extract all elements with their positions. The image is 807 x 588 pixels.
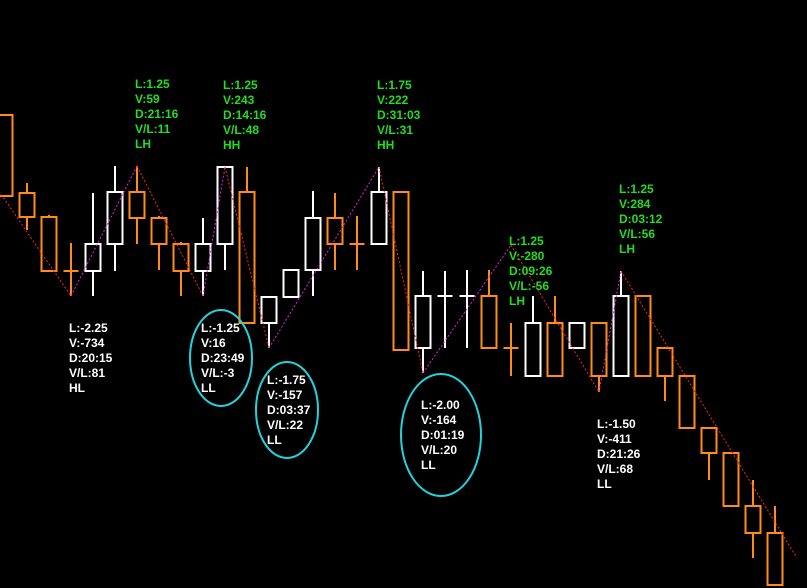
swing-label-line: L:-1.75 (267, 373, 306, 387)
swing-label-line: V/L:56 (619, 227, 655, 241)
candle-body (260, 296, 278, 324)
swing-label-line: D:21:26 (597, 447, 641, 461)
swing-label-line: D:14:16 (223, 108, 267, 122)
swing-label-line: V/L:68 (597, 462, 633, 476)
zigzag-segment (224, 166, 270, 349)
swing-label-line: L:-2.00 (421, 398, 460, 412)
swing-label-line: V:-164 (421, 413, 457, 427)
candle-body (634, 295, 652, 377)
swing-label-line: LL (201, 381, 216, 395)
swing-label-line: V:284 (619, 197, 651, 211)
swing-label-line: LL (421, 458, 436, 472)
zigzag-segment (510, 244, 600, 393)
swing-label-line: D:23:49 (201, 351, 245, 365)
swing-label-line: V/L:-56 (509, 279, 549, 293)
swing-label-line: L:1.75 (377, 78, 412, 92)
candle-body (18, 192, 36, 218)
zigzag-segment (422, 244, 512, 374)
swing-label-line: HH (377, 138, 394, 152)
swing-label-line: D:21:16 (135, 107, 179, 121)
zigzag-segment (268, 166, 380, 349)
swing-label-line: D:31:03 (377, 108, 421, 122)
candle-body (546, 322, 564, 377)
zigzag-segment (0, 191, 72, 297)
candle-body (480, 295, 498, 349)
candle-body (216, 166, 234, 245)
zigzag-segment (136, 165, 204, 297)
zigzag-segment (202, 166, 226, 297)
candle-body (700, 427, 718, 454)
swing-label-line: V/L:48 (223, 123, 259, 137)
swing-label-line: L:1.25 (509, 234, 544, 248)
candle-body (722, 452, 740, 507)
swing-label-line: V/L:81 (69, 366, 105, 380)
swing-label-line: V:222 (377, 93, 409, 107)
candle-body (282, 269, 300, 298)
candle-body (40, 216, 58, 272)
highlight-circle (189, 309, 253, 407)
candle-body (172, 243, 190, 272)
candle-body (304, 217, 322, 271)
swing-label-line: D:03:37 (267, 403, 311, 417)
swing-label-line: V:59 (135, 92, 160, 106)
swing-label-line: V/L:22 (267, 418, 303, 432)
swing-label-line: LH (509, 294, 525, 308)
swing-label-line: V:-734 (69, 336, 105, 350)
swing-label-line: L:-1.25 (201, 321, 240, 335)
candle-body (392, 191, 410, 351)
swing-label-line: V/L:11 (135, 122, 171, 136)
candle-body (194, 243, 212, 272)
candle-body (150, 217, 168, 245)
candle-body (326, 217, 344, 245)
candle-body (370, 191, 388, 245)
candle-body (84, 243, 102, 272)
swing-label-line: D:01:19 (421, 428, 465, 442)
swing-label-line: D:09:26 (509, 264, 553, 278)
swing-label-line: D:03:12 (619, 212, 663, 226)
swing-label-line: HH (223, 138, 240, 152)
candle-body (106, 191, 124, 245)
zigzag-segment (378, 166, 424, 374)
candle-body (524, 322, 542, 377)
candle-body (612, 295, 630, 377)
swing-label-line: V:243 (223, 93, 255, 107)
candle-body (128, 191, 146, 219)
swing-label-line: HL (69, 381, 85, 395)
candle-body (414, 295, 432, 349)
zigzag-segment (70, 165, 138, 297)
candle-body (568, 322, 586, 349)
swing-label-line: LH (619, 242, 635, 256)
candle-body (590, 322, 608, 377)
swing-label-line: V/L:-3 (201, 366, 235, 380)
swing-label-line: V/L:20 (421, 443, 457, 457)
candle-body (766, 532, 784, 586)
candle-body (0, 114, 14, 197)
candle-body (678, 375, 696, 429)
candle-body (656, 347, 674, 377)
swing-label-line: V:-411 (597, 432, 632, 446)
swing-label-line: V:16 (201, 336, 226, 350)
swing-label-line: V/L:31 (377, 123, 413, 137)
zigzag-segment (598, 270, 622, 393)
swing-label-line: L:1.25 (135, 77, 170, 91)
swing-label-line: L:1.25 (619, 182, 654, 196)
zigzag-segment (620, 270, 798, 559)
swing-label-line: L:1.25 (223, 78, 258, 92)
swing-label-line: D:20:15 (69, 351, 113, 365)
swing-label-line: LL (597, 477, 612, 491)
candle-body (744, 505, 762, 534)
swing-label-line: LH (135, 137, 151, 151)
swing-label-line: L:-1.50 (597, 417, 636, 431)
highlight-circle (400, 373, 482, 497)
highlight-circle (255, 361, 319, 459)
swing-label-line: L:-2.25 (69, 321, 108, 335)
swing-label-line: V:-280 (509, 249, 545, 263)
swing-label-line: V:-157 (267, 388, 303, 402)
swing-label-line: LL (267, 433, 282, 447)
